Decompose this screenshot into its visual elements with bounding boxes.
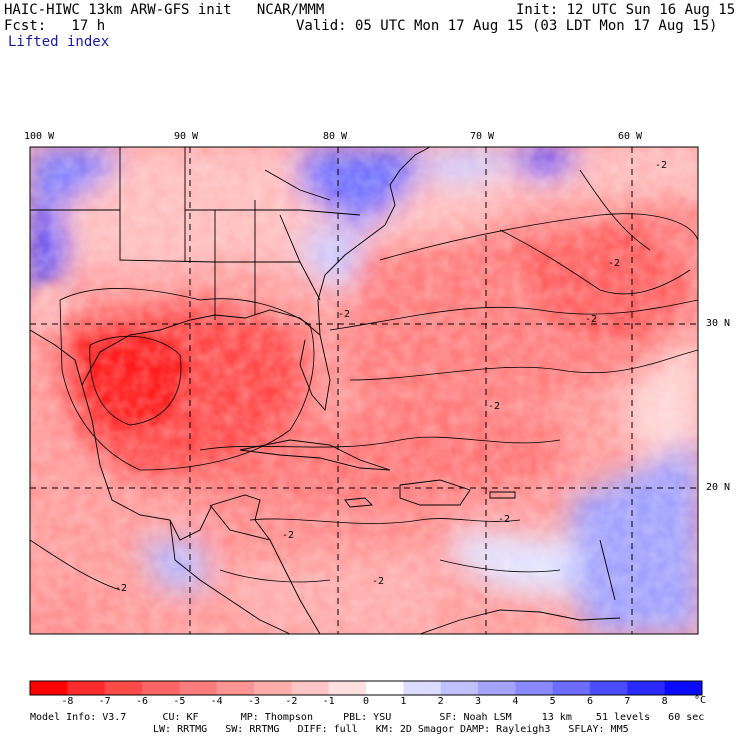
map-frame	[29, 146, 699, 635]
colorbar-tick-label: -3	[248, 696, 261, 707]
contour-lines	[30, 169, 698, 591]
contour-label: -2	[608, 258, 620, 269]
colorbar-tick-label: -2	[285, 696, 298, 707]
contour-label: -2	[115, 583, 127, 594]
colorbar-swatch	[142, 681, 180, 695]
colorbar-tick-label: -6	[136, 696, 149, 707]
contour-label: -2	[282, 530, 294, 541]
colorbar-tick-label: 5	[549, 696, 556, 707]
colorbar-tick-label: 8	[661, 696, 668, 707]
colorbar-tick-label: -1	[322, 696, 335, 707]
colorbar-swatch	[254, 681, 292, 695]
lon-label-90w: 90 W	[174, 131, 199, 142]
colorbar-tick-label: 1	[400, 696, 407, 707]
model-info-line1: Model Info: V3.7 CU: KF MP: Thompson PBL…	[30, 712, 705, 723]
colorbar-swatch	[328, 681, 367, 695]
lon-label-80w: 80 W	[323, 131, 348, 142]
lon-label-70w: 70 W	[470, 131, 495, 142]
contour-label: -2	[655, 160, 667, 171]
init-time: Init: 12 UTC Sun 16 Aug 15	[516, 2, 736, 18]
forecast-hour: Fcst: 17 h	[4, 18, 106, 34]
model-info-line2: LW: RRTMG SW: RRTMG DIFF: full KM: 2D Sm…	[153, 724, 629, 735]
colorbar-swatch	[104, 681, 143, 695]
colorbar-tick-label: 7	[624, 696, 631, 707]
shaded-field: -2 -2 -2 -2 -2 -2 -2 -2 -2	[30, 147, 698, 634]
colorbar-tick-label: -5	[173, 696, 186, 707]
colorbar-swatch	[67, 681, 106, 695]
colorbar-tick-label: -7	[98, 696, 111, 707]
colorbar-tick-label: 0	[363, 696, 370, 707]
colorbar-swatch	[179, 681, 218, 695]
contour-label: -2	[338, 309, 350, 320]
colorbar-swatch	[552, 681, 591, 695]
lat-lon-grid	[30, 147, 698, 634]
coastlines	[30, 147, 621, 634]
contour-label: -2	[498, 514, 510, 525]
colorbar-unit: °C	[694, 695, 707, 706]
colorbar-swatch	[403, 681, 442, 695]
contour-label: -2	[585, 314, 597, 325]
colorbar-tick-label: 3	[475, 696, 482, 707]
lat-label-20n: 20 N	[706, 482, 731, 493]
colorbar-tick-label: -8	[61, 696, 74, 707]
colorbar-tick-label: 6	[587, 696, 594, 707]
colorbar-swatch	[627, 681, 666, 695]
colorbar-tick-label: 4	[512, 696, 519, 707]
colorbar-swatch	[30, 681, 68, 695]
valid-time: Valid: 05 UTC Mon 17 Aug 15 (03 LDT Mon …	[296, 18, 718, 34]
colorbar-tick-label: -4	[210, 696, 223, 707]
colorbar-tick-label: 2	[437, 696, 444, 707]
colorbar-swatch	[216, 681, 255, 695]
field-name: Lifted index	[8, 34, 110, 50]
colorbar-swatch	[478, 681, 516, 695]
lat-label-30n: 30 N	[706, 318, 731, 329]
lon-label-60w: 60 W	[618, 131, 643, 142]
model-title: HAIC-HIWC 13km ARW-GFS init NCAR/MMM	[4, 2, 325, 18]
colorbar-swatch	[515, 681, 554, 695]
lon-label-100w: 100 W	[24, 131, 55, 142]
colorbar-swatch	[291, 681, 330, 695]
contour-label: -2	[488, 401, 500, 412]
colorbar-swatch	[590, 681, 628, 695]
colorbar-swatch	[664, 681, 703, 695]
contour-label: -2	[372, 576, 384, 587]
colorbar-swatch	[366, 681, 404, 695]
colorbar-swatch	[440, 681, 479, 695]
